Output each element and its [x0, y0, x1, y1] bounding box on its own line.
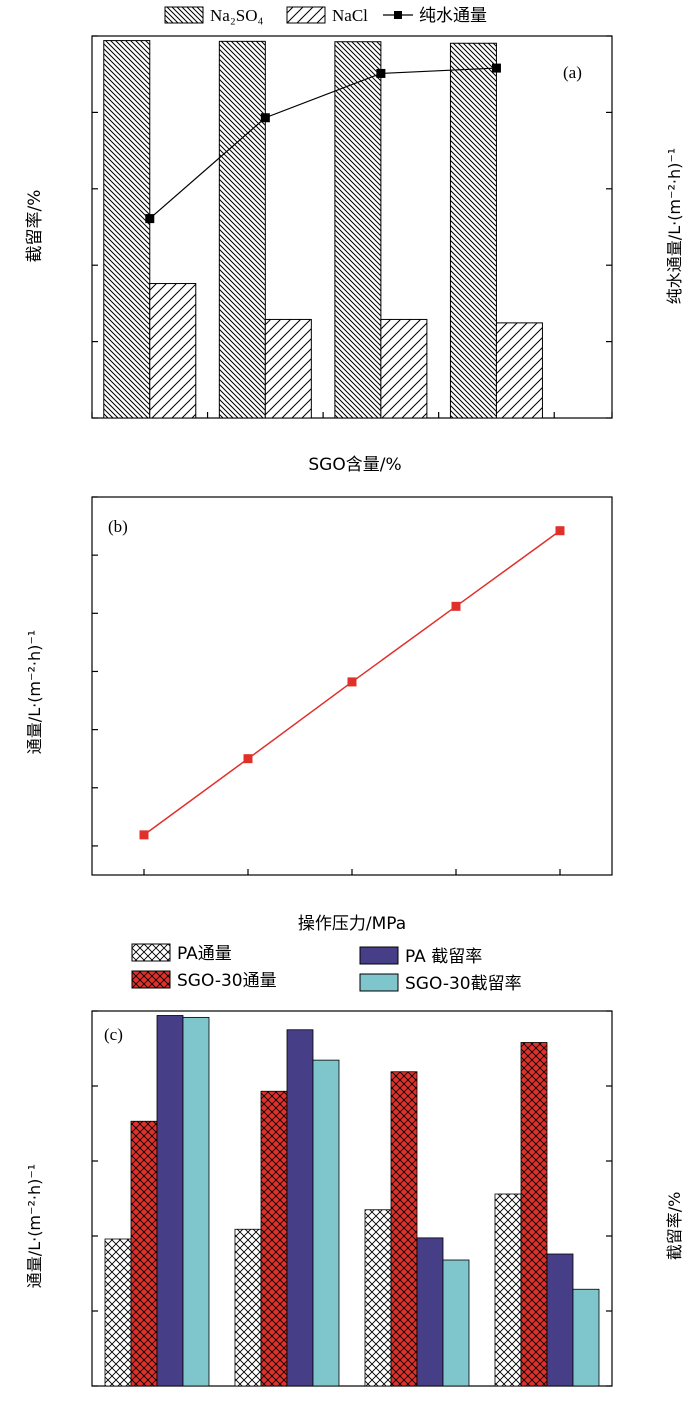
legend-label-pa-flux: PA通量	[177, 944, 232, 964]
panel-c-bar-pa-flux	[234, 1228, 262, 1387]
panel-c-bar-sgo-rej	[442, 1259, 470, 1387]
panel-c-bar-sgo-rej	[572, 1288, 600, 1387]
panel-c-frame	[91, 1010, 613, 1387]
legend-label-sgo-flux: SGO-30通量	[177, 971, 277, 991]
panel-c-bar-pa-rej	[416, 1237, 444, 1387]
panel-a-bar-na2so4	[103, 40, 151, 419]
panel-c-bar-sgo-rej	[312, 1059, 340, 1387]
panel-c-bar-sgo-flux	[130, 1120, 158, 1387]
panel-b-point	[555, 526, 565, 536]
panel-a-bar-nacl	[380, 318, 428, 419]
legend-marker-flux	[394, 11, 402, 19]
panel-a-flux-point	[260, 113, 270, 123]
panel-c-bar-sgo-flux	[390, 1071, 418, 1387]
legend-swatch-na2so4	[164, 6, 204, 24]
panel-a-bar-nacl	[495, 322, 543, 419]
panel-c-bar-pa-rej	[156, 1015, 184, 1387]
panel-c-bar-sgo-flux	[520, 1042, 548, 1387]
panel-a-xlabel: SGO含量/%	[308, 455, 401, 475]
panel-c-bar-pa-flux	[494, 1193, 522, 1387]
panel-b-point	[243, 754, 253, 764]
panel-c-y2label: 截留率/%	[665, 1192, 684, 1261]
legend-swatch-pa-rej	[359, 946, 399, 965]
panel-a-bar-nacl	[264, 318, 312, 419]
panel-a-ylabel: 截留率/%	[25, 190, 45, 263]
legend-label-sgo-rej: SGO-30截留率	[405, 974, 522, 994]
panel-a-bar-nacl	[149, 283, 197, 419]
panel-a-y2label: 纯水通量/L·(m⁻²·h)⁻¹	[665, 148, 684, 304]
legend-swatch-nacl	[286, 6, 326, 24]
panel-c-bar-pa-flux	[364, 1209, 392, 1387]
legend-swatch-pa-flux	[131, 943, 171, 962]
legend-label-na2so4: Na₂SO₄	[210, 6, 263, 25]
panel-a-bar-na2so4	[449, 42, 497, 419]
panel-c-bar-sgo-rej	[182, 1016, 210, 1387]
panel-c-bar-pa-rej	[546, 1253, 574, 1387]
panel-b-point	[347, 677, 357, 687]
panel-c-ylabel: 通量/L·(m⁻²·h)⁻¹	[25, 1164, 44, 1288]
legend-label-nacl: NaCl	[332, 6, 368, 25]
panel-b-id: (b)	[108, 517, 128, 536]
panel-c-legend: PA通量 SGO-30通量 PA 截留率 SGO-30截留率	[131, 943, 522, 994]
panel-c-bar-pa-flux	[104, 1238, 132, 1387]
panel-b-xlabel: 操作压力/MPa	[298, 914, 406, 934]
legend-swatch-sgo-flux	[131, 970, 171, 989]
panel-a-flux-line	[149, 67, 497, 220]
panel-a: (a) SGO含量/% 截留率/% 纯水通量/L·(m⁻²·h)⁻¹ Na₂SO…	[25, 6, 684, 475]
panel-a-flux-point	[145, 214, 155, 224]
legend-label-pa-rej: PA 截留率	[405, 947, 482, 967]
legend-label-flux: 纯水通量	[419, 6, 487, 26]
panel-a-bar-na2so4	[334, 41, 382, 419]
panel-c-id: (c)	[104, 1025, 123, 1044]
panel-a-legend: Na₂SO₄ NaCl 纯水通量	[164, 6, 487, 26]
panel-b-ylabel: 通量/L·(m⁻²·h)⁻¹	[25, 630, 44, 754]
panel-c: (c) 通量/L·(m⁻²·h)⁻¹ 截留率/% PA通量 SGO-30通量 P…	[25, 943, 684, 1288]
panel-a-flux-point	[491, 63, 501, 73]
panel-a-id: (a)	[563, 63, 582, 82]
panel-b-point	[451, 601, 461, 611]
panel-b: (b) 操作压力/MPa 通量/L·(m⁻²·h)⁻¹	[25, 517, 406, 934]
panel-a-flux-point	[376, 68, 386, 78]
panel-a-bar-na2so4	[218, 40, 266, 419]
legend-swatch-sgo-rej	[359, 973, 399, 992]
panel-c-bar-sgo-flux	[260, 1090, 288, 1387]
panel-c-bar-pa-rej	[286, 1029, 314, 1387]
panel-b-point	[139, 830, 149, 840]
